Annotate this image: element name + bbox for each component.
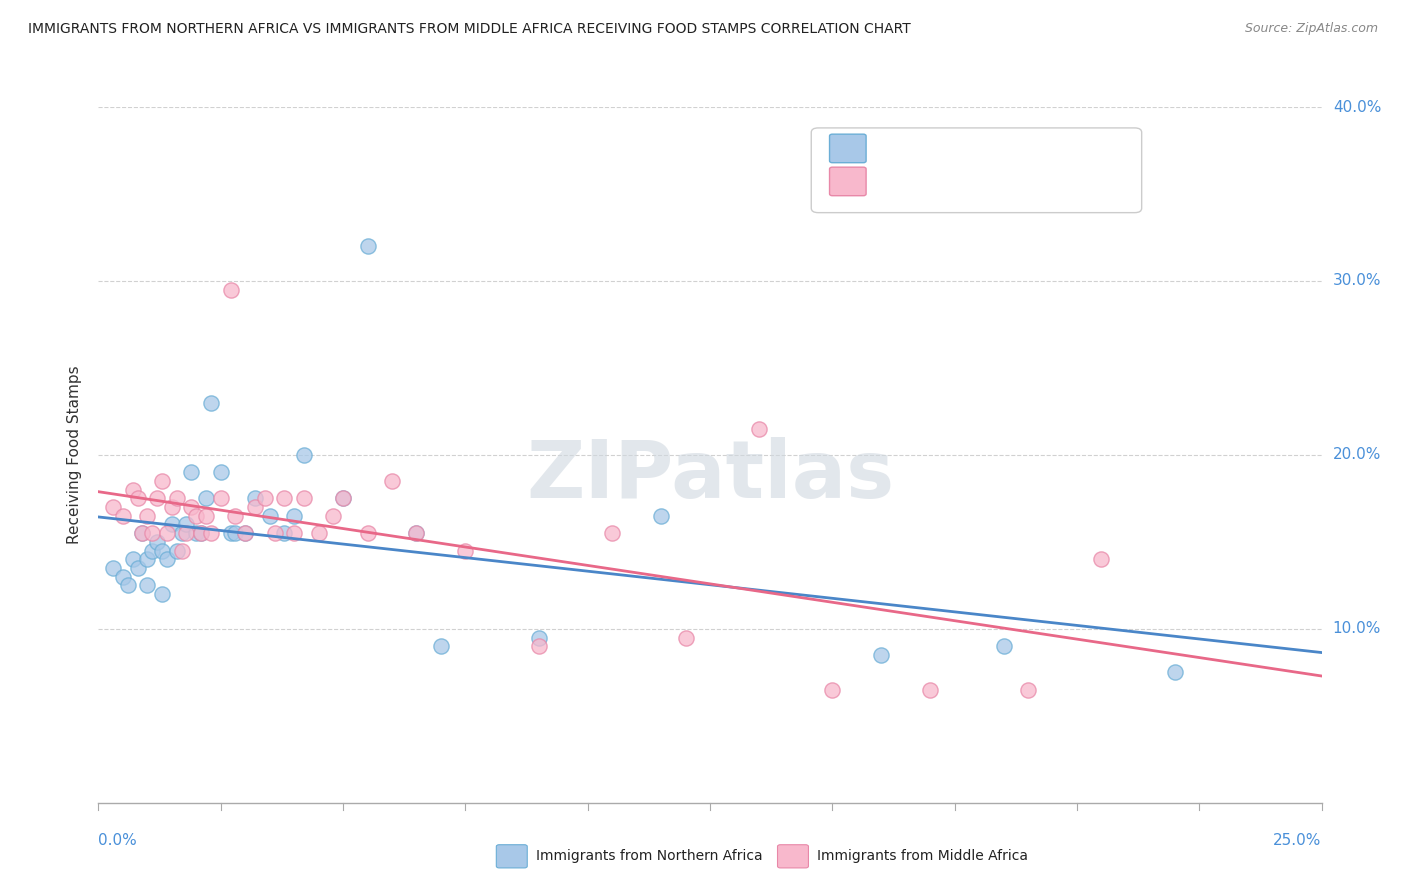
Point — [233, 526, 256, 541]
Point — [209, 491, 232, 506]
Point — [186, 508, 208, 523]
Text: 40.0%: 40.0% — [1333, 100, 1381, 114]
Point — [356, 239, 378, 253]
Text: 30.0%: 30.0% — [1333, 274, 1381, 288]
Point — [127, 561, 149, 575]
Text: R = -0.013   N = 40: R = -0.013 N = 40 — [872, 141, 1022, 156]
Point — [101, 500, 124, 514]
Point — [195, 508, 218, 523]
Point — [322, 508, 344, 523]
Point — [190, 526, 212, 541]
Text: IMMIGRANTS FROM NORTHERN AFRICA VS IMMIGRANTS FROM MIDDLE AFRICA RECEIVING FOOD : IMMIGRANTS FROM NORTHERN AFRICA VS IMMIG… — [28, 22, 911, 37]
Text: 20.0%: 20.0% — [1333, 448, 1381, 462]
Text: Immigrants from Northern Africa: Immigrants from Northern Africa — [536, 849, 762, 863]
Point — [870, 648, 893, 662]
Point — [259, 508, 281, 523]
Point — [156, 526, 179, 541]
Text: Source: ZipAtlas.com: Source: ZipAtlas.com — [1244, 22, 1378, 36]
Text: Immigrants from Middle Africa: Immigrants from Middle Africa — [817, 849, 1028, 863]
Point — [160, 500, 183, 514]
Point — [224, 526, 246, 541]
Point — [141, 543, 163, 558]
Text: R = -0.297   N = 44: R = -0.297 N = 44 — [872, 174, 1022, 189]
Point — [180, 466, 202, 480]
Point — [243, 491, 266, 506]
Point — [136, 552, 159, 566]
Point — [283, 526, 305, 541]
Point — [150, 587, 173, 601]
Point — [219, 283, 242, 297]
Point — [920, 682, 942, 697]
Point — [200, 396, 222, 410]
Point — [430, 639, 453, 653]
Point — [1090, 552, 1112, 566]
Point — [121, 552, 143, 566]
Point — [190, 526, 212, 541]
Point — [381, 474, 404, 488]
Point — [1164, 665, 1187, 680]
Point — [146, 534, 169, 549]
Point — [748, 422, 770, 436]
Point — [527, 639, 550, 653]
Point — [146, 491, 169, 506]
Y-axis label: Receiving Food Stamps: Receiving Food Stamps — [67, 366, 83, 544]
Point — [131, 526, 153, 541]
Point — [166, 491, 188, 506]
Point — [292, 448, 315, 462]
Point — [170, 526, 193, 541]
Point — [160, 517, 183, 532]
Point — [141, 526, 163, 541]
Point — [219, 526, 242, 541]
Text: ZIPatlas: ZIPatlas — [526, 437, 894, 515]
Point — [273, 491, 295, 506]
Point — [253, 491, 276, 506]
Point — [332, 491, 354, 506]
Point — [821, 682, 844, 697]
Text: 10.0%: 10.0% — [1333, 622, 1381, 636]
Point — [993, 639, 1015, 653]
Point — [186, 526, 208, 541]
Point — [176, 526, 198, 541]
Point — [127, 491, 149, 506]
Point — [150, 474, 173, 488]
Point — [454, 543, 477, 558]
Point — [224, 508, 246, 523]
Point — [527, 631, 550, 645]
Point — [111, 508, 134, 523]
Point — [195, 491, 218, 506]
Point — [180, 500, 202, 514]
Point — [136, 578, 159, 592]
Point — [405, 526, 427, 541]
Point — [1017, 682, 1039, 697]
Point — [117, 578, 139, 592]
Point — [650, 508, 672, 523]
Point — [283, 508, 305, 523]
Point — [136, 508, 159, 523]
Point — [675, 631, 697, 645]
Point — [101, 561, 124, 575]
Point — [176, 517, 198, 532]
Point — [273, 526, 295, 541]
Point — [209, 466, 232, 480]
Point — [131, 526, 153, 541]
Point — [600, 526, 623, 541]
Text: 0.0%: 0.0% — [98, 833, 138, 848]
Point — [308, 526, 330, 541]
Point — [233, 526, 256, 541]
Point — [156, 552, 179, 566]
Point — [243, 500, 266, 514]
Point — [170, 543, 193, 558]
Point — [263, 526, 285, 541]
Point — [111, 570, 134, 584]
Point — [150, 543, 173, 558]
Point — [121, 483, 143, 497]
Point — [356, 526, 378, 541]
Point — [405, 526, 427, 541]
Point — [200, 526, 222, 541]
Point — [166, 543, 188, 558]
Point — [292, 491, 315, 506]
Point — [332, 491, 354, 506]
Text: 25.0%: 25.0% — [1274, 833, 1322, 848]
